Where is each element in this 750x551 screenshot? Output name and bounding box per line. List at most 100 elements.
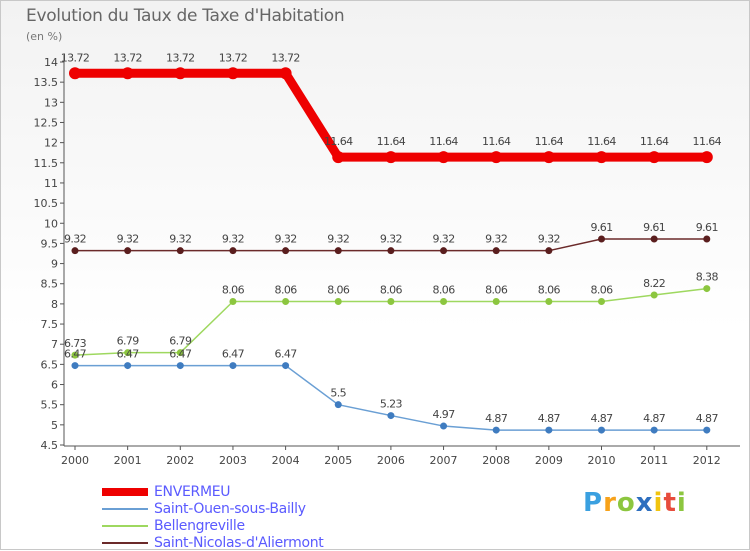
data-point-3 bbox=[176, 247, 184, 255]
data-label-0: 13.72 bbox=[271, 51, 300, 64]
data-label-3: 9.32 bbox=[538, 233, 560, 246]
x-tick-label: 2011 bbox=[640, 454, 668, 467]
legend-label-0: ENVERMEU bbox=[154, 483, 231, 500]
data-label-2: 8.06 bbox=[590, 283, 613, 296]
x-tick-label: 2008 bbox=[482, 454, 510, 467]
data-label-2: 8.06 bbox=[380, 283, 403, 296]
data-label-0: 13.72 bbox=[166, 51, 195, 64]
legend-swatch-1 bbox=[102, 507, 148, 510]
data-point-0 bbox=[279, 67, 292, 80]
data-label-3: 9.61 bbox=[643, 221, 665, 234]
logo-letter: o bbox=[616, 488, 636, 518]
data-point-3 bbox=[71, 247, 79, 255]
x-tick-label: 2005 bbox=[324, 454, 352, 467]
line-chart: 4.5 5 5.5 6 6.5 7 7.5 8 8.5 9 9.5 10 10.5 11 11.5 12 12.… bbox=[34, 51, 740, 467]
y-tick-label: 11.5 bbox=[34, 157, 59, 170]
legend-swatch-2 bbox=[102, 524, 148, 527]
data-point-0 bbox=[226, 67, 239, 80]
data-point-3 bbox=[703, 235, 711, 243]
y-tick-label: 14 bbox=[44, 56, 58, 69]
data-label-3: 9.32 bbox=[117, 233, 139, 246]
data-point-1 bbox=[703, 426, 711, 434]
legend-item-0: ENVERMEU bbox=[102, 483, 324, 500]
y-tick-label: 7 bbox=[51, 338, 58, 351]
series-layer bbox=[69, 67, 713, 434]
data-point-0 bbox=[437, 151, 450, 164]
data-point-3 bbox=[650, 235, 658, 243]
y-tick-label: 6 bbox=[51, 379, 58, 392]
data-point-1 bbox=[387, 412, 395, 420]
x-tick-label: 2001 bbox=[114, 454, 142, 467]
data-label-0: 11.64 bbox=[429, 135, 458, 148]
data-point-3 bbox=[229, 247, 237, 255]
data-point-1 bbox=[282, 362, 290, 370]
data-label-0: 13.72 bbox=[61, 51, 90, 64]
data-point-1 bbox=[440, 422, 448, 430]
data-label-3: 9.32 bbox=[222, 233, 244, 246]
data-point-1 bbox=[334, 401, 342, 409]
data-point-1 bbox=[229, 362, 237, 370]
y-tick-label: 5.5 bbox=[41, 399, 59, 412]
data-label-0: 13.72 bbox=[219, 51, 248, 64]
data-label-1: 6.47 bbox=[64, 348, 87, 361]
data-label-1: 6.47 bbox=[169, 348, 192, 361]
data-label-2: 8.06 bbox=[222, 283, 245, 296]
data-label-1: 6.47 bbox=[117, 348, 140, 361]
x-tick-label: 2000 bbox=[61, 454, 89, 467]
data-point-1 bbox=[492, 426, 500, 434]
data-point-0 bbox=[595, 151, 608, 164]
legend-item-3: Saint-Nicolas-d'Aliermont bbox=[102, 534, 324, 551]
x-tick-label: 2012 bbox=[693, 454, 721, 467]
y-tick-label: 13.5 bbox=[34, 76, 59, 89]
data-point-2 bbox=[545, 297, 553, 305]
y-tick-label: 10.5 bbox=[34, 197, 59, 210]
data-point-2 bbox=[334, 297, 342, 305]
x-tick-label: 2009 bbox=[535, 454, 563, 467]
data-label-1: 4.87 bbox=[590, 412, 613, 425]
axes: 4.5 5 5.5 6 6.5 7 7.5 8 8.5 9 9.5 10 10.5 11 11.5 12 12.… bbox=[34, 55, 740, 467]
data-label-2: 6.73 bbox=[64, 337, 87, 350]
data-point-2 bbox=[440, 297, 448, 305]
data-point-3 bbox=[334, 247, 342, 255]
data-label-3: 9.32 bbox=[380, 233, 402, 246]
data-label-3: 9.32 bbox=[64, 233, 86, 246]
data-label-2: 8.06 bbox=[538, 283, 561, 296]
data-label-1: 4.87 bbox=[538, 412, 561, 425]
data-point-3 bbox=[598, 235, 605, 243]
x-tick-label: 2007 bbox=[430, 454, 458, 467]
y-tick-label: 9.5 bbox=[41, 237, 59, 250]
data-point-0 bbox=[332, 151, 345, 164]
y-tick-label: 12 bbox=[44, 137, 58, 150]
legend-swatch-3 bbox=[102, 541, 148, 544]
data-point-3 bbox=[440, 247, 448, 255]
x-tick-label: 2002 bbox=[166, 454, 194, 467]
data-label-0: 11.64 bbox=[693, 135, 722, 148]
x-tick-label: 2010 bbox=[588, 454, 616, 467]
proxiti-logo: Proxiti bbox=[583, 488, 687, 518]
data-point-1 bbox=[176, 362, 184, 370]
data-point-0 bbox=[490, 151, 503, 164]
data-point-0 bbox=[69, 67, 81, 80]
data-label-2: 8.06 bbox=[485, 283, 508, 296]
data-point-1 bbox=[124, 362, 132, 370]
legend-label-2: Bellengreville bbox=[154, 517, 245, 534]
y-tick-label: 11 bbox=[44, 177, 58, 190]
logo-letter: t bbox=[663, 488, 677, 518]
data-point-3 bbox=[545, 247, 553, 255]
data-point-1 bbox=[598, 426, 605, 434]
data-point-2 bbox=[387, 297, 395, 305]
data-point-2 bbox=[703, 285, 711, 293]
y-tick-label: 10 bbox=[44, 217, 58, 230]
data-label-3: 9.61 bbox=[590, 221, 612, 234]
data-point-1 bbox=[545, 426, 553, 434]
chart-title: Evolution du Taux de Taxe d'Habitation bbox=[26, 6, 345, 26]
data-point-1 bbox=[71, 362, 79, 370]
logo-letter: P bbox=[583, 488, 604, 518]
data-label-2: 6.79 bbox=[117, 335, 140, 348]
data-label-3: 9.32 bbox=[327, 233, 349, 246]
data-point-3 bbox=[282, 247, 290, 255]
y-tick-label: 6.5 bbox=[41, 358, 59, 371]
data-label-3: 9.32 bbox=[485, 233, 507, 246]
data-labels: 13.72 13.72 13.72 13.72 13.72 11.64 11.64 11.64… bbox=[61, 51, 722, 425]
